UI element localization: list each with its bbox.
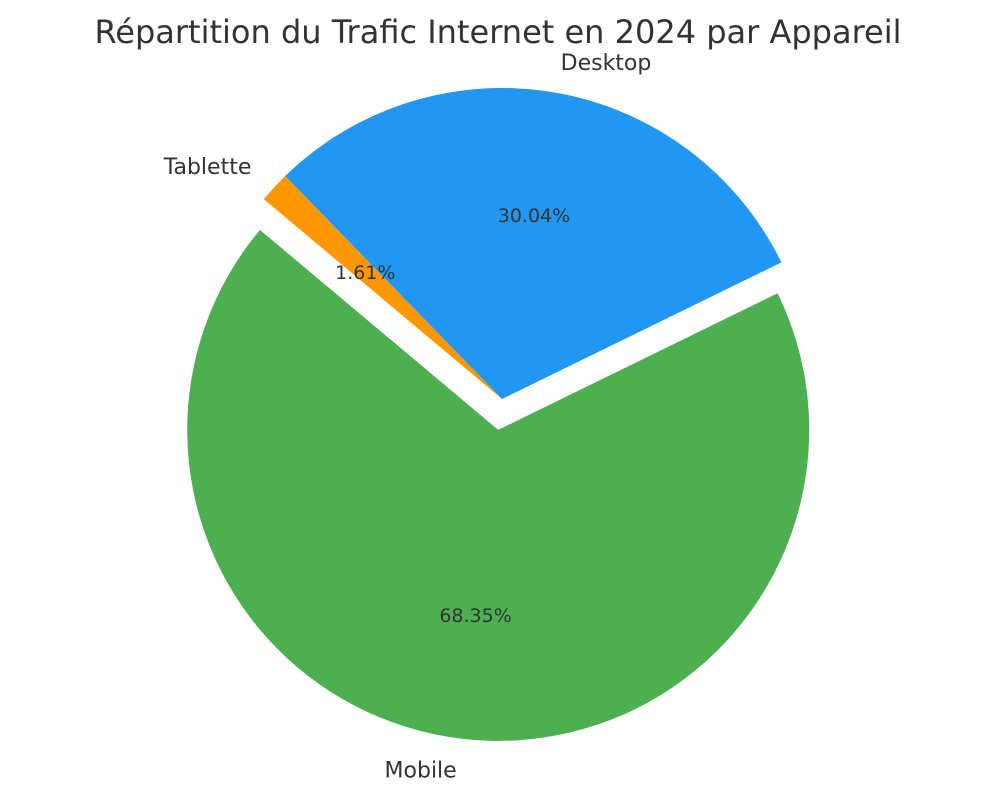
slice-label-tablette: Tablette [163, 155, 252, 180]
wedge-desktop [285, 88, 782, 399]
slice-label-desktop: Desktop [561, 51, 652, 76]
pct-label-desktop: 30.04% [498, 205, 570, 227]
labels: Mobile 68.35% Desktop 30.04% Tablette 1.61% [163, 51, 652, 783]
wedge-tablette [263, 176, 502, 399]
wedges [187, 88, 810, 741]
pct-label-mobile: 68.35% [439, 605, 511, 627]
slice-label-mobile: Mobile [385, 758, 457, 783]
pct-label-tablette: 1.61% [335, 262, 395, 284]
chart-title: Répartition du Trafic Internet en 2024 p… [94, 13, 901, 51]
wedge-mobile [187, 229, 810, 741]
